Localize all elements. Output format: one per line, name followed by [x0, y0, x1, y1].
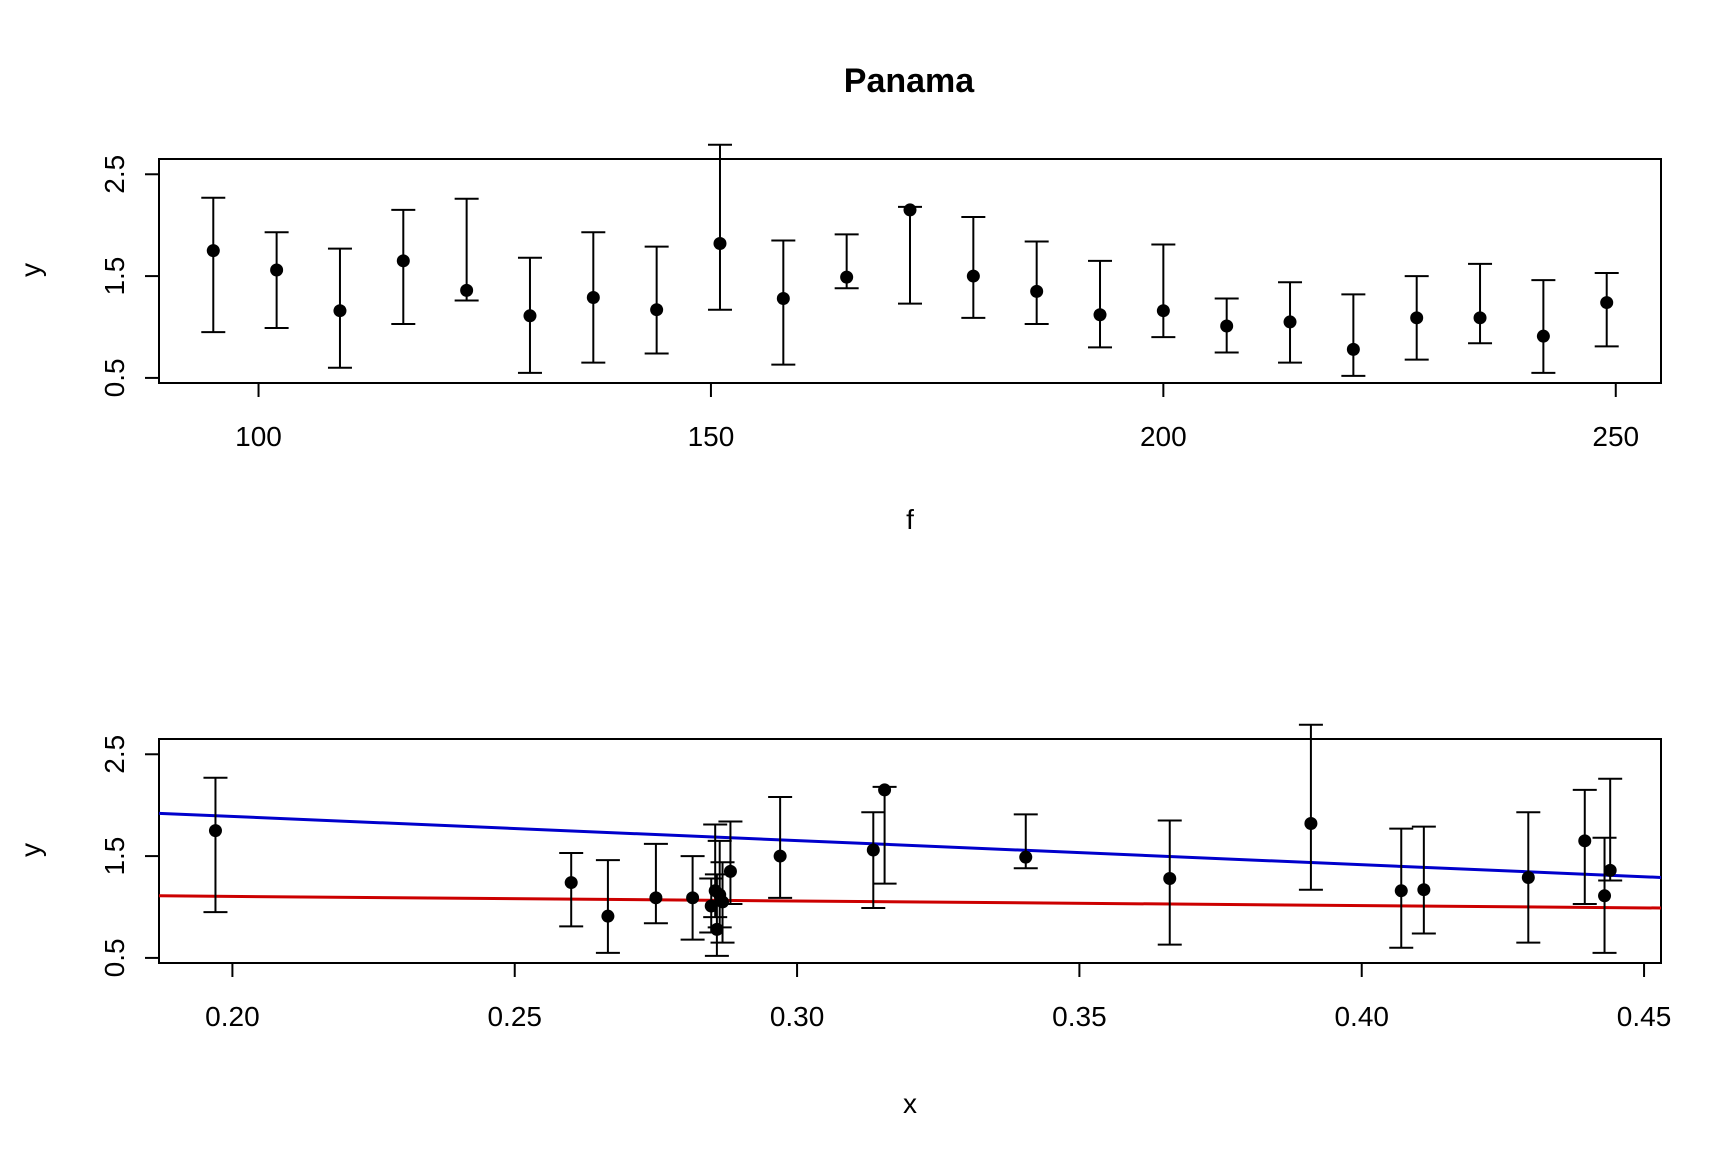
data-point — [1410, 311, 1424, 325]
data-point — [1019, 850, 1033, 864]
data-point — [523, 309, 537, 323]
data-point — [1220, 319, 1234, 333]
data-point — [396, 254, 410, 268]
data-points — [203, 723, 1623, 957]
data-point — [460, 283, 474, 297]
x-tick-label: 0.45 — [1617, 1001, 1672, 1032]
y-axis-label: y — [15, 263, 46, 277]
y-tick-label: 1.5 — [99, 257, 130, 296]
fit-lines — [158, 811, 1662, 910]
x-tick-label: 100 — [235, 421, 282, 452]
data-point — [773, 849, 787, 863]
x-axis-label: f — [906, 504, 914, 535]
data-point — [1093, 308, 1107, 322]
x-axis: 100 150 200 250 — [235, 383, 1639, 452]
data-point — [723, 864, 737, 878]
data-point — [878, 783, 892, 797]
chart-title: Panama — [844, 62, 975, 100]
data-point — [1283, 315, 1297, 329]
data-point — [1521, 870, 1535, 884]
y-tick-label: 2.5 — [99, 155, 130, 194]
data-point — [1600, 296, 1614, 310]
fit-line — [158, 811, 1662, 879]
x-tick-label: 200 — [1140, 421, 1187, 452]
data-point — [1346, 342, 1360, 356]
x-tick-label: 0.30 — [770, 1001, 825, 1032]
data-points — [201, 143, 1619, 377]
data-point — [1598, 889, 1612, 903]
data-point — [1163, 871, 1177, 885]
y-tick-label: 2.5 — [99, 735, 130, 774]
data-point — [1030, 284, 1044, 298]
data-point — [1417, 883, 1431, 897]
data-point — [1394, 884, 1408, 898]
y-axis: 0.5 1.5 2.5 — [99, 155, 159, 397]
y-axis: 0.5 1.5 2.5 — [99, 735, 159, 977]
y-tick-label: 1.5 — [99, 837, 130, 876]
data-point — [776, 291, 790, 305]
x-tick-label: 0.20 — [205, 1001, 260, 1032]
top-panel: 100 150 200 250 0.5 1.5 2.5 f y — [15, 143, 1662, 535]
plot-box — [158, 158, 1662, 384]
y-axis-label: y — [15, 843, 46, 857]
plot-box — [158, 738, 1662, 964]
x-tick-label: 0.40 — [1334, 1001, 1389, 1032]
data-point — [1304, 817, 1318, 831]
data-point — [966, 269, 980, 283]
data-point — [903, 203, 917, 217]
data-point — [866, 843, 880, 857]
data-point — [564, 876, 578, 890]
y-tick-label: 0.5 — [99, 938, 130, 977]
x-tick-label: 0.25 — [487, 1001, 542, 1032]
data-point — [1473, 311, 1487, 325]
data-point — [206, 244, 220, 258]
data-point — [270, 263, 284, 277]
y-tick-label: 0.5 — [99, 358, 130, 397]
data-point — [586, 290, 600, 304]
data-point — [1156, 304, 1170, 318]
x-axis: 0.20 0.25 0.30 0.35 0.40 0.45 — [205, 963, 1671, 1032]
data-point — [1536, 329, 1550, 343]
data-point — [716, 895, 730, 909]
data-point — [650, 303, 664, 317]
data-point — [713, 237, 727, 251]
x-axis-label: x — [903, 1088, 917, 1119]
data-point — [649, 891, 663, 905]
fit-line — [158, 894, 1662, 910]
x-tick-label: 0.35 — [1052, 1001, 1107, 1032]
data-point — [710, 922, 724, 936]
bottom-panel: 0.20 0.25 0.30 0.35 0.40 0.45 0.5 1.5 2.5 x y — [15, 723, 1671, 1119]
data-point — [840, 270, 854, 284]
data-point — [601, 909, 615, 923]
data-point — [208, 824, 222, 838]
data-point — [686, 891, 700, 905]
data-point — [1578, 834, 1592, 848]
data-point — [333, 304, 347, 318]
x-tick-label: 150 — [688, 421, 735, 452]
data-point — [1603, 863, 1617, 877]
x-tick-label: 250 — [1592, 421, 1639, 452]
